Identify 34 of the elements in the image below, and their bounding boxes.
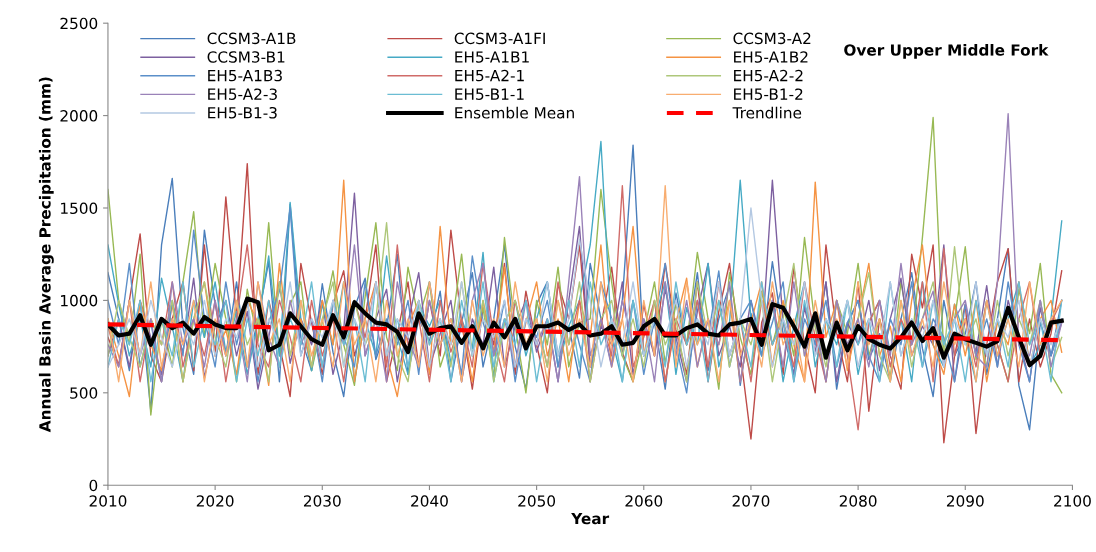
y-axis-title: Annual Basin Average Precipitation (mm) (38, 77, 54, 433)
x-tick-label: 2030 (303, 495, 341, 507)
x-tick-label: 2040 (411, 495, 448, 507)
legend-label: EH5-B1-1 (455, 88, 524, 100)
legend-label: EH5-B1-3 (208, 107, 277, 119)
text: Over Upper Middle Fork (844, 43, 1049, 59)
legend-label: EH5-A1B2 (734, 51, 808, 63)
legend-label: EH5-B1-2 (734, 88, 803, 100)
x-tick-label: 2010 (89, 495, 127, 507)
legend-label: CCSM3-A2 (733, 32, 811, 45)
x-tick-label: 2080 (839, 495, 877, 507)
y-tick-label: 2500 (60, 17, 98, 30)
x-tick-label: 2090 (946, 495, 984, 507)
x-tick-label: 2050 (518, 495, 556, 507)
y-tick-label: 2000 (60, 110, 98, 122)
x-tick-label: 2070 (732, 495, 770, 507)
legend-label: EH5-A2-2 (734, 69, 803, 82)
legend-label: EH5-A2-1 (455, 69, 524, 82)
y-tick-label: 0 (89, 479, 98, 492)
x-tick-label: 2020 (196, 495, 234, 507)
legend-label: EH5-A1B3 (208, 69, 282, 82)
legend-label: CCSM3-B1 (207, 51, 285, 63)
y-tick-label: 500 (70, 387, 98, 399)
legend-label: EH5-A2-3 (208, 88, 277, 100)
x-axis-title: Year (571, 512, 610, 525)
x-tick-label: 2100 (1054, 495, 1091, 507)
legend-label: CCSM3-A1FI (454, 32, 545, 45)
legend-label: CCSM3-A1B (207, 32, 296, 45)
x-tick-label: 2060 (625, 495, 663, 507)
y-tick-label: 1500 (61, 202, 98, 215)
legend-label: EH5-A1B1 (455, 51, 529, 63)
legend-label: Ensemble Mean (455, 106, 574, 119)
y-tick-label: 1000 (61, 294, 98, 307)
legend-label: Trendline (732, 106, 802, 119)
